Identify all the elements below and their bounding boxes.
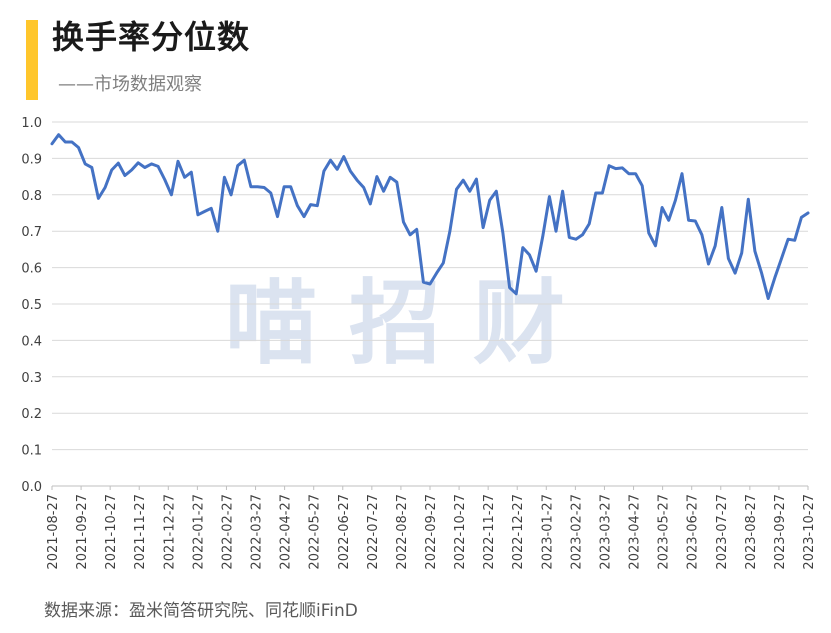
x-tick-label: 2022-02-27 [220, 494, 235, 570]
x-tick-label: 2021-10-27 [104, 494, 119, 570]
x-tick-label: 2023-04-27 [628, 494, 643, 570]
x-tick-label: 2021-09-27 [75, 494, 90, 570]
x-tick-label: 2023-03-27 [598, 494, 613, 570]
data-source: 数据来源：盈米简答研究院、同花顺iFinD [44, 601, 358, 621]
y-tick-label: 0.2 [21, 407, 42, 422]
x-tick-label: 2022-12-27 [511, 494, 526, 570]
x-tick-label: 2022-03-27 [250, 494, 265, 570]
y-tick-label: 0.4 [21, 334, 42, 349]
y-tick-label: 0.7 [21, 225, 42, 240]
x-tick-label: 2022-01-27 [191, 494, 206, 570]
y-tick-label: 0.6 [21, 262, 42, 277]
y-tick-label: 0.1 [21, 444, 42, 459]
x-tick-label: 2023-07-27 [715, 494, 730, 570]
x-tick-label: 2021-08-27 [46, 494, 61, 570]
x-tick-label: 2023-10-27 [802, 494, 817, 570]
page-subtitle: ——市场数据观察 [58, 74, 202, 95]
series-line-0 [50, 133, 810, 300]
x-tick-label: 2022-06-27 [337, 494, 352, 570]
x-tick-label: 2021-12-27 [162, 494, 177, 570]
x-tick-label: 2022-08-27 [395, 494, 410, 570]
y-tick-label: 1.0 [21, 116, 42, 131]
watermark: 喵 招 财 [225, 270, 565, 377]
y-tick-label: 0.3 [21, 371, 42, 386]
x-tick-label: 2022-09-27 [424, 494, 439, 570]
y-tick-label: 0.0 [21, 480, 42, 495]
x-tick-label: 2023-08-27 [744, 494, 759, 570]
y-tick-label: 0.5 [21, 298, 42, 313]
x-tick-label: 2022-10-27 [453, 494, 468, 570]
x-tick-label: 2022-05-27 [308, 494, 323, 570]
x-tick-label: 2023-09-27 [773, 494, 788, 570]
x-tick-label: 2023-06-27 [686, 494, 701, 570]
x-tick-label: 2023-02-27 [569, 494, 584, 570]
x-tick-label: 2023-01-27 [540, 494, 555, 570]
y-tick-label: 0.9 [21, 152, 42, 167]
x-tick-label: 2021-11-27 [133, 494, 148, 570]
x-tick-label: 2022-11-27 [482, 494, 497, 570]
x-tick-label: 2022-04-27 [279, 494, 294, 570]
page-title: 换手率分位数 [52, 18, 251, 56]
y-tick-label: 0.8 [21, 189, 42, 204]
x-tick-label: 2022-07-27 [366, 494, 381, 570]
title-accent-bar [26, 20, 38, 100]
x-tick-label: 2023-05-27 [657, 494, 672, 570]
